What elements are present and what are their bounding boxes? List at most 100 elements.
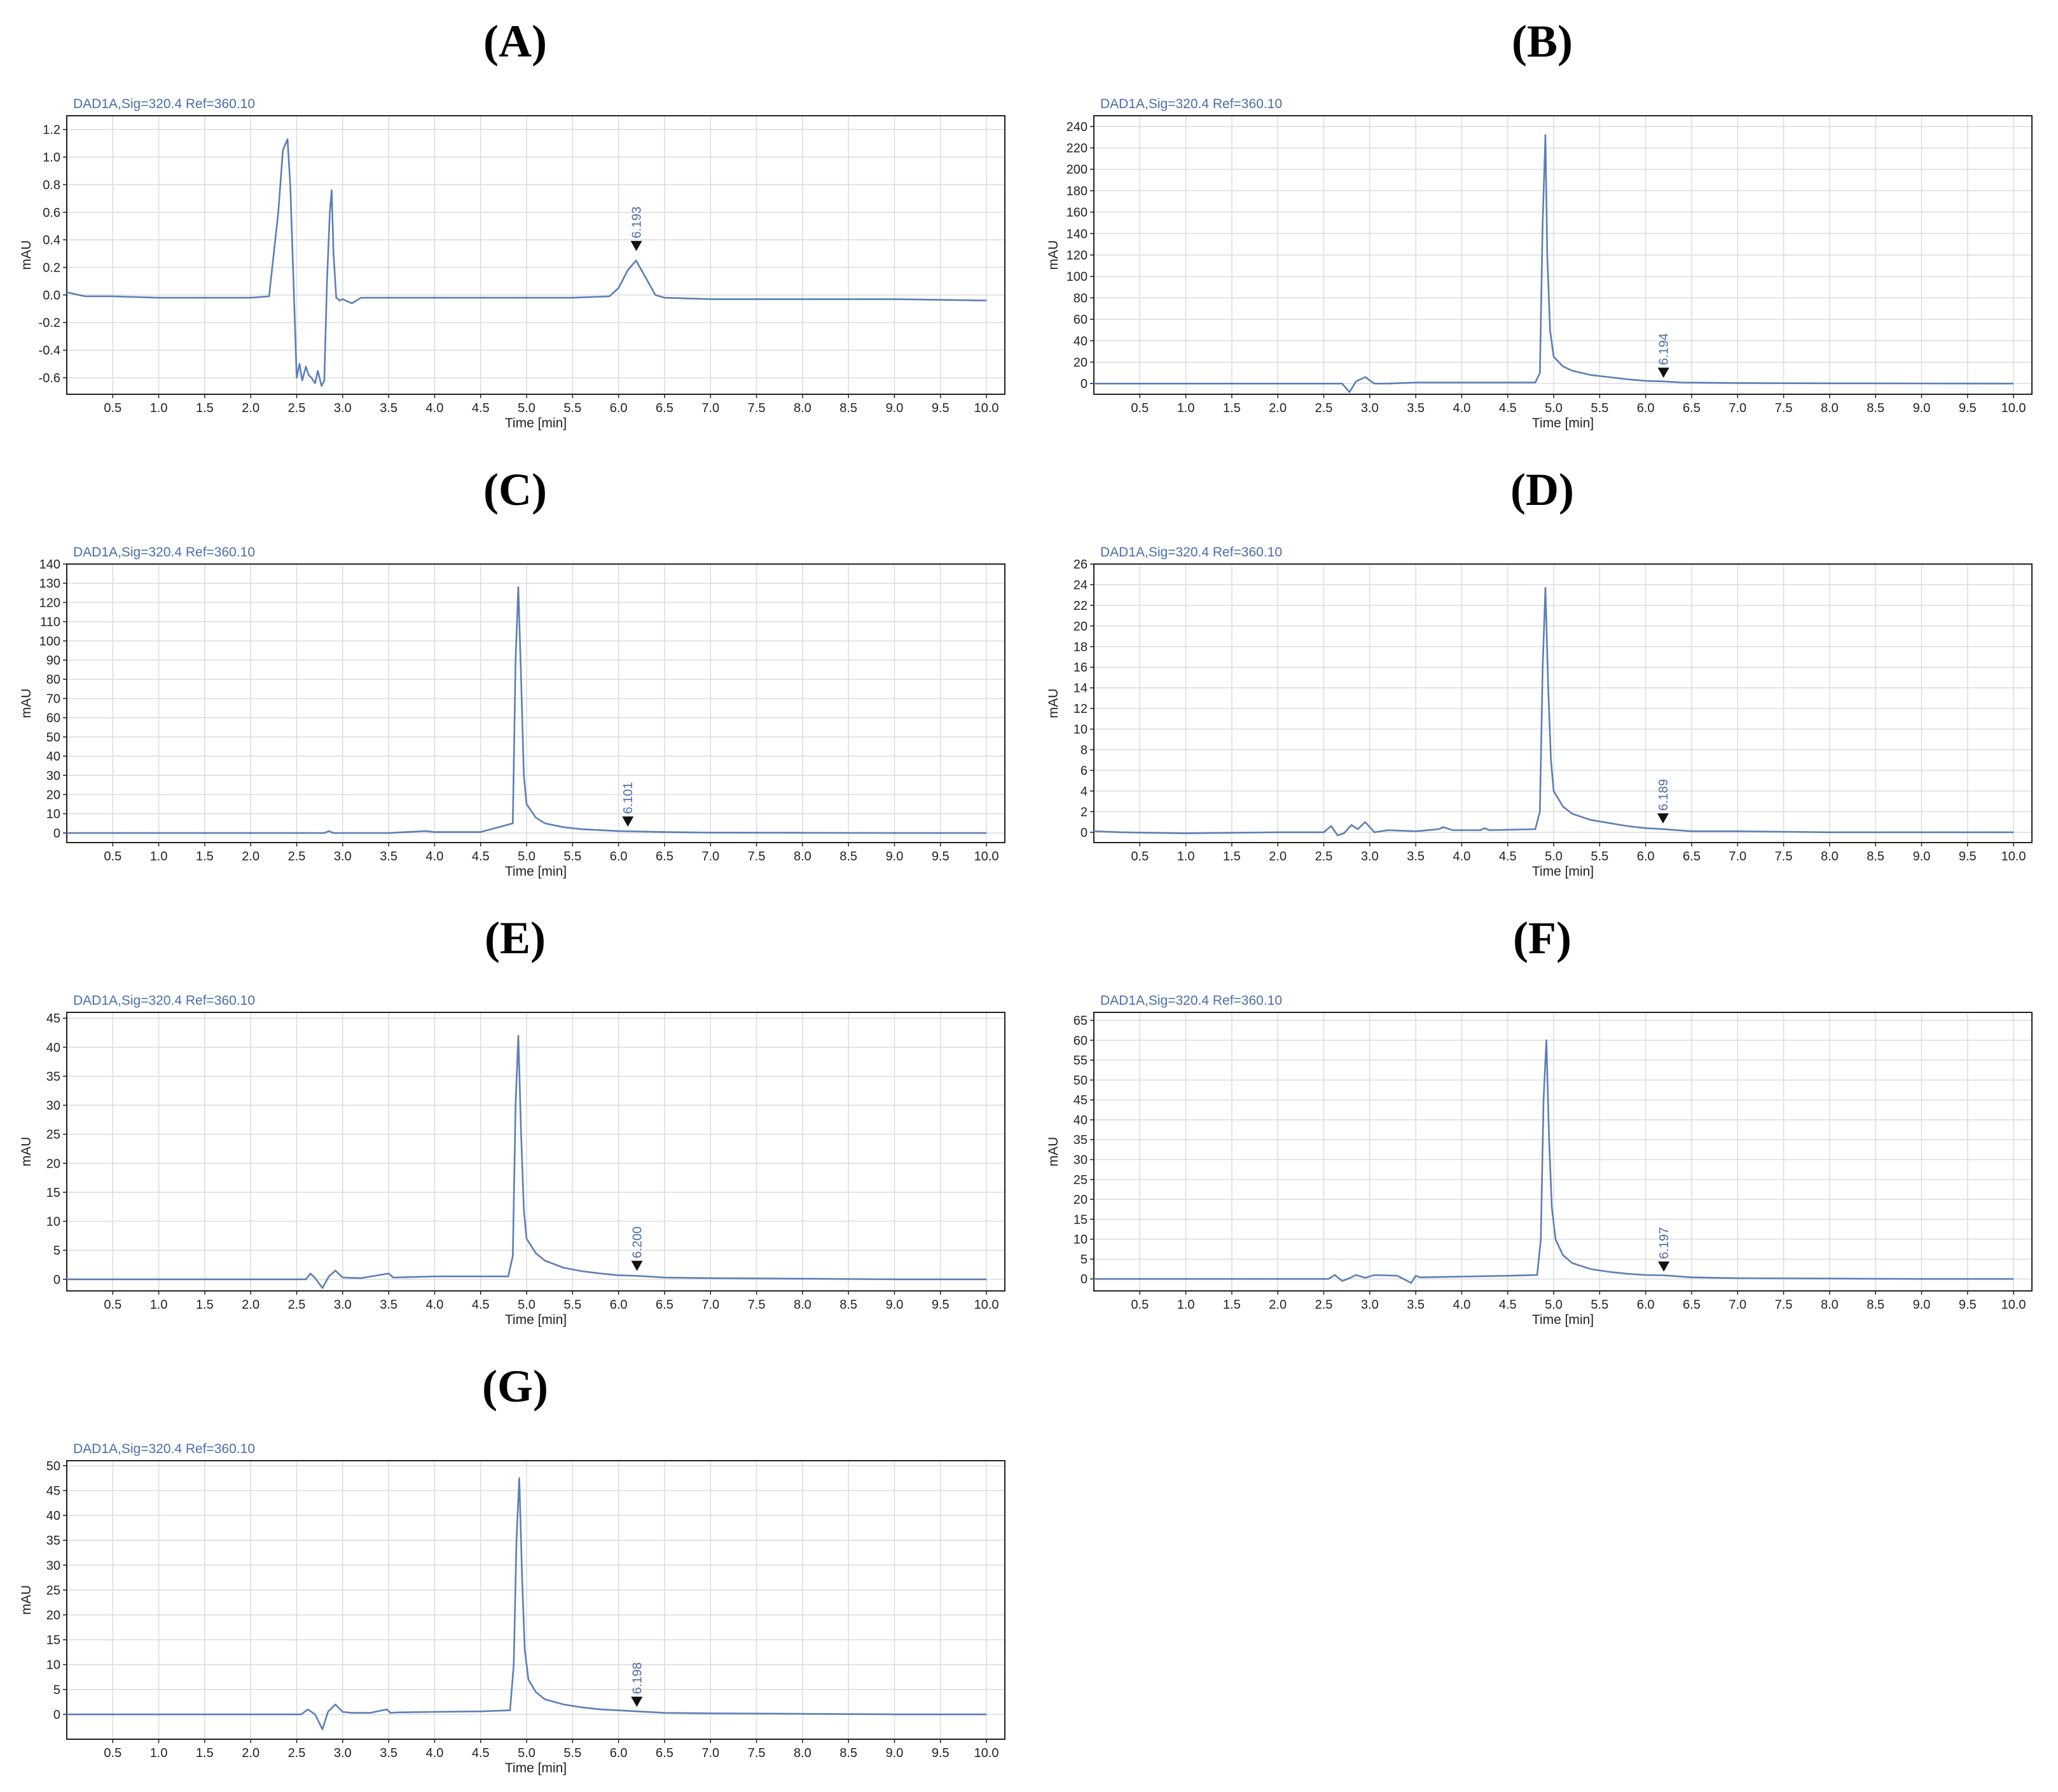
x-tick-label: 1.5 [1223,850,1241,864]
x-tick-label: 9.0 [1913,850,1931,864]
panel-label-f: (F) [1513,913,1571,963]
x-tick-label: 0.5 [1131,850,1149,864]
y-tick-label: 6 [1081,764,1088,778]
x-tick-label: 3.0 [334,1298,352,1312]
chromatogram-svg-b: DAD1A,Sig=320.4 Ref=360.10 0.5 1.0 1.5 2.0 2.… [1046,97,2033,431]
x-tick-label: 3.0 [334,1746,352,1760]
x-tick-label: 6.0 [610,401,628,415]
y-tick-label: 40 [46,1041,60,1055]
y-axis-title: mAU [19,689,34,719]
x-tick-label: 2.5 [1315,1298,1333,1312]
x-tick-label: 9.5 [1959,850,1977,864]
signal-label: DAD1A,Sig=320.4 Ref=360.10 [73,545,255,560]
y-axis-title: mAU [1046,240,1061,270]
x-tick-label: 5.0 [518,850,535,864]
peak-marker [631,1697,643,1707]
x-tick-label: 10.0 [974,1298,999,1312]
y-axis-title: mAU [1046,689,1061,719]
x-tick-label: 4.0 [1453,850,1471,864]
plot-frame [66,1012,1005,1292]
x-tick-label: 8.5 [839,1746,857,1760]
x-tick-label: 5.5 [563,1298,581,1312]
y-tick-label: 65 [1074,1014,1088,1028]
x-tick-label: 5.0 [518,1298,535,1312]
x-tick-label: 4.0 [426,850,444,864]
signal-label: DAD1A,Sig=320.4 Ref=360.10 [1100,97,1282,111]
x-tick-label: 1.5 [1223,401,1241,415]
y-tick-label: 0 [53,827,60,841]
peak-marker [1657,813,1669,824]
panel-label-e: (E) [485,913,546,963]
x-tick-label: 5.0 [1545,401,1563,415]
y-tick-label: 24 [1074,578,1088,592]
x-tick-label: 0.5 [104,1746,121,1760]
x-tick-label: 5.5 [563,401,581,415]
x-tick-label: 9.5 [932,850,950,864]
chromatogram-trace [1093,587,2014,836]
y-tick-label: 0 [53,1273,60,1287]
chromatogram-trace [66,138,987,387]
y-tick-label: 12 [1074,702,1088,716]
peak-retention-label: 6.198 [630,1662,644,1694]
y-tick-label: 15 [46,1186,60,1200]
x-tick-label: 3.5 [380,1746,397,1760]
y-tick-label: 140 [1067,227,1088,241]
y-tick-label: 20 [46,788,60,802]
y-tick-label: 8 [1081,743,1088,757]
y-tick-label: 80 [46,673,60,687]
x-tick-label: 3.5 [380,850,397,864]
x-tick-label: 6.0 [610,850,628,864]
x-tick-label: 3.5 [1407,850,1425,864]
y-tick-label: 20 [1074,355,1088,369]
y-tick-label: 35 [1074,1133,1088,1147]
x-tick-label: 9.0 [886,401,904,415]
x-tick-label: 1.5 [1223,1298,1241,1312]
y-tick-label: 0 [53,1708,60,1722]
y-tick-label: 50 [46,1459,60,1473]
x-tick-label: 8.5 [1867,1298,1884,1312]
y-tick-label: 15 [46,1634,60,1648]
x-tick-label: 2.0 [1269,850,1287,864]
x-tick-label: 6.5 [1683,401,1701,415]
x-tick-label: 7.5 [1775,401,1793,415]
x-tick-label: 7.0 [701,1298,719,1312]
chromatogram-trace [67,586,987,834]
x-tick-label: 9.0 [1913,401,1931,415]
chromatogram-trace [1094,134,2014,393]
x-tick-label: 7.5 [748,401,766,415]
y-tick-label: 40 [1074,334,1088,348]
x-tick-label: 6.5 [656,401,673,415]
panel-label-g: (G) [482,1361,548,1412]
peak-retention-label: 6.200 [631,1227,645,1258]
y-tick-label: 240 [1067,120,1088,134]
peak-marker [1657,368,1669,378]
y-tick-label: 35 [46,1534,60,1548]
x-tick-label: 10.0 [2001,850,2026,864]
y-tick-label: 10 [46,808,60,822]
y-tick-label: 30 [46,1559,60,1573]
signal-label: DAD1A,Sig=320.4 Ref=360.10 [73,97,255,111]
x-tick-label: 0.5 [104,850,121,864]
y-axis-title: mAU [1046,1137,1061,1167]
chromatogram-panel-f: (F) DAD1A,Sig=320.4 Ref=360.10 0.5 1.0 1.5 2… [1033,903,2051,1342]
y-tick-label: 5 [53,1244,60,1258]
peak-marker [622,816,634,827]
x-tick-label: 8.5 [839,401,857,415]
x-tick-label: 8.0 [1821,401,1839,415]
x-tick-label: 8.0 [1821,850,1839,864]
x-tick-label: 1.0 [1177,1298,1195,1312]
chromatogram-svg-g: DAD1A,Sig=320.4 Ref=360.10 0.5 1.0 1.5 2.0 2.… [19,1442,1005,1775]
chromatogram-trace [67,1035,987,1289]
y-tick-label: 26 [1074,558,1088,572]
y-tick-label: 40 [46,1509,60,1523]
y-tick-label: 10 [46,1658,60,1672]
x-tick-label: 0.5 [104,1298,121,1312]
y-axis-title: mAU [19,1585,34,1615]
x-tick-label: 5.0 [1545,1298,1563,1312]
x-tick-label: 4.5 [1499,401,1517,415]
x-tick-label: 6.5 [1683,850,1701,864]
x-tick-label: 2.5 [288,401,306,415]
peak-retention-label: 6.194 [1657,333,1671,365]
y-tick-label: 30 [1074,1154,1088,1168]
x-tick-label: 6.5 [656,1746,673,1760]
